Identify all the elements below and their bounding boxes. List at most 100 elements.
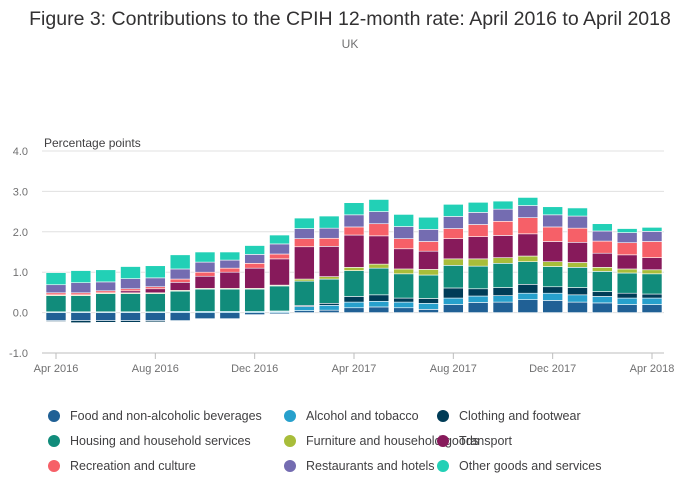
legend-item[interactable]: Food and non-alcoholic beverages [48, 406, 262, 426]
bar-segment [567, 294, 588, 303]
legend-item[interactable]: Clothing and footwear [437, 406, 581, 426]
bar-segment [194, 288, 216, 312]
bar-segment [219, 267, 241, 273]
bar-segment [467, 236, 489, 260]
y-tick-label: 3.0 [13, 186, 28, 198]
bar-segment [318, 237, 340, 247]
bar-segment [641, 257, 663, 271]
bar-segment [343, 234, 365, 268]
bar-segment [269, 258, 290, 286]
bar-segment [318, 215, 340, 229]
bar-segment [616, 228, 638, 233]
bar-segment [517, 261, 539, 285]
bar-segment [169, 312, 191, 321]
bar-segment [269, 285, 290, 312]
bar-segment [567, 207, 588, 217]
bar-segment [443, 216, 464, 229]
legend-item[interactable]: Recreation and culture [48, 456, 196, 476]
legend-item[interactable]: Furniture and household goods [284, 431, 479, 451]
bar-segment [244, 263, 265, 269]
legend-item[interactable]: Housing and household services [48, 431, 251, 451]
bar-segment [517, 217, 539, 235]
legend-item[interactable]: Restaurants and hotels [284, 456, 435, 476]
bar-segment [443, 265, 464, 289]
bar-segment [368, 294, 390, 302]
bar-segment [542, 226, 563, 242]
bar-segment [542, 266, 563, 288]
bar-segment [368, 235, 390, 265]
x-tick-label: Dec 2016 [231, 363, 278, 375]
bar-segment [244, 267, 265, 289]
bar-segment [616, 254, 638, 270]
chart-subtitle: UK [341, 37, 359, 51]
bar-segment [492, 295, 514, 303]
bar-segment [145, 277, 166, 288]
bar-segment [294, 228, 315, 239]
bar-segment [641, 297, 663, 305]
legend-item[interactable]: Transport [437, 431, 512, 451]
y-tick-label: 1.0 [13, 267, 28, 279]
bar-segment [517, 284, 539, 294]
bar-segment [318, 246, 340, 277]
bar-segment [641, 304, 663, 313]
bar-segment [95, 293, 116, 313]
bar-segment [492, 220, 514, 236]
bar-segment [343, 226, 365, 236]
legend-swatch [284, 410, 296, 422]
bar-segment [169, 278, 191, 283]
bar-segment [343, 301, 365, 309]
bar-segment [343, 202, 365, 216]
bar-segment [616, 297, 638, 305]
bar-segment [443, 228, 464, 239]
bar-segment [542, 261, 563, 267]
legend-item[interactable]: Other goods and services [437, 456, 601, 476]
bar-segment [467, 302, 489, 313]
bar-segment [45, 320, 67, 322]
bar-segment [517, 299, 539, 313]
bar-segment [368, 267, 390, 296]
bar-segment [641, 293, 663, 299]
bar-segment [418, 303, 439, 310]
bar-segment [443, 304, 464, 313]
bar-segment [294, 246, 315, 280]
bar-segment [517, 197, 539, 206]
bar-segment [244, 245, 265, 255]
legend-swatch [437, 435, 449, 447]
bar-segment [244, 288, 265, 312]
bar-segment [467, 295, 489, 303]
bar-segment [294, 217, 315, 229]
legend-label: Furniture and household goods [306, 434, 480, 448]
bar-segment [641, 269, 663, 275]
legend-label: Restaurants and hotels [306, 459, 435, 473]
bar-segment [592, 302, 613, 313]
bar-segment [318, 227, 340, 239]
x-tick-label: Apr 2018 [630, 363, 675, 375]
bar-segment [70, 292, 92, 296]
bar-segment [120, 290, 141, 294]
bar-segment [542, 206, 563, 216]
bar-segment [343, 214, 365, 228]
bar-segment [194, 275, 216, 289]
legend-label: Other goods and services [459, 459, 602, 473]
bar-segment [368, 211, 390, 225]
axes: 4.0 3.0 2.0 1.0 0.0 -1.0 Apr 2016 Aug 2016 Dec 2… [9, 146, 674, 375]
stacked-bar-chart: 4.0 3.0 2.0 1.0 0.0 -1.0 Apr 2016 Aug 2016 Dec 2… [9, 136, 674, 375]
bar-segment [269, 243, 290, 255]
legend-swatch [284, 460, 296, 472]
bar-segment [70, 282, 92, 294]
bar-segment [95, 320, 116, 323]
bar-segment [393, 238, 414, 250]
bar-segment [343, 296, 365, 303]
bar-segment [318, 303, 340, 306]
bar-segment [393, 214, 414, 227]
bar-segment [492, 301, 514, 313]
bar-segment [219, 259, 241, 269]
bar-segment [393, 301, 414, 309]
bar-segment [467, 212, 489, 225]
bar-segment [492, 287, 514, 296]
bar-segment [70, 295, 92, 313]
bar-segment [219, 271, 241, 289]
legend-item[interactable]: Alcohol and tobacco [284, 406, 419, 426]
bar-segment [120, 293, 141, 313]
bar-segment [542, 292, 563, 301]
